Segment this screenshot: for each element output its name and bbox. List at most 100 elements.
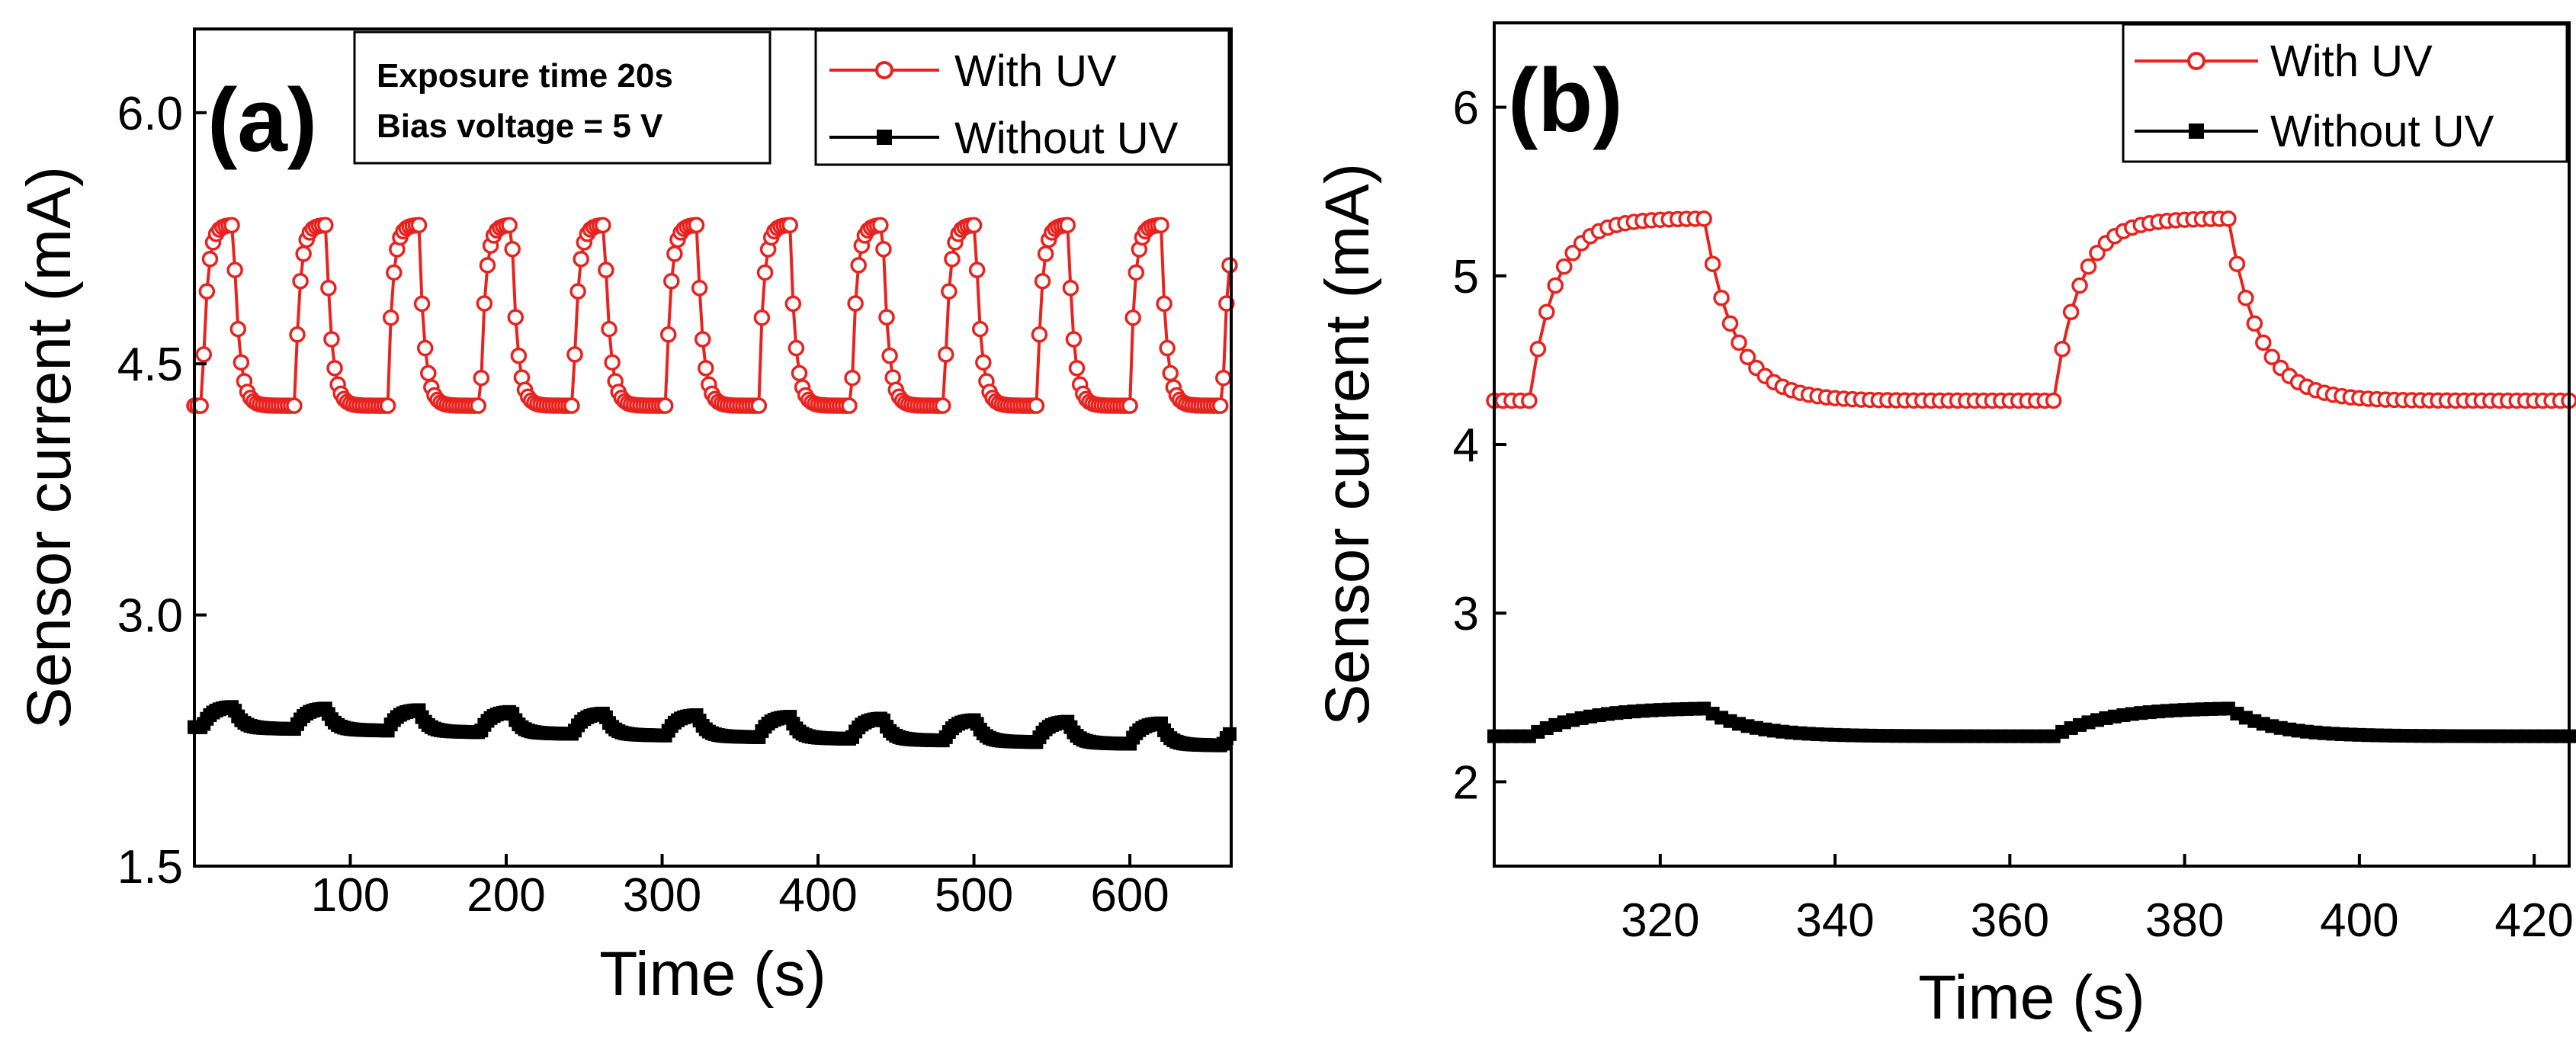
panel-b-with-uv-point (1739, 348, 1756, 366)
panel-a-with-uv-point (198, 283, 216, 300)
panel-a-with-uv-point (975, 354, 992, 371)
panel-a-with-uv-point (965, 217, 983, 234)
panel-a-with-uv-point (694, 331, 711, 348)
panel-a-with-uv-point (226, 262, 243, 278)
panel-a-with-uv-point (753, 309, 771, 326)
panel-a-with-uv-point (510, 347, 528, 364)
panel-a-with-uv-point (968, 262, 986, 278)
panel-b-with-uv-point (2080, 258, 2097, 275)
panel-a-with-uv-point (872, 217, 889, 234)
panel-b-series-with-uv-line (1494, 217, 2569, 403)
panel-b-with-uv-point (1731, 334, 1747, 351)
panel-b-with-uv-point (2071, 277, 2088, 294)
panel-a-with-uv-point (1121, 397, 1138, 414)
panel-a-with-uv-point (1211, 397, 1229, 414)
panel-b-with-uv-point (1713, 290, 1730, 306)
panel-a-with-uv-point (223, 217, 240, 234)
panel-a-legend-without-uv-label: Without UV (954, 114, 1179, 163)
panel-a-with-uv-point (326, 360, 343, 377)
panel-a-with-uv-point (841, 397, 858, 414)
panel-a-with-uv-point (479, 257, 496, 274)
panel-a-annotation-line-1: Exposure time 20s (377, 57, 673, 95)
panel-b-y-tick-label: 2 (1453, 756, 1479, 809)
panel-b-legend-with-uv-marker (2187, 52, 2205, 70)
panel-a-with-uv-point (470, 397, 486, 414)
panel-a-with-uv-point (1062, 280, 1079, 297)
panel-b-with-uv-point (1529, 341, 1547, 358)
panel-a-tick-layer: 100 200 300 400 500 600 1.5 3.0 4.5 6.0 (117, 88, 1169, 922)
panel-b-with-uv-point (1547, 277, 1564, 294)
panel-a-series-layer (186, 217, 1238, 753)
panel-a: (a) Exposure time 20s Bias voltage = 5 V… (14, 27, 1238, 1009)
panel-a-with-uv-point (289, 326, 306, 343)
panel-a-with-uv-point (791, 364, 808, 382)
panel-a-x-axis-title: Time (s) (599, 939, 826, 1009)
panel-a-with-uv-point (781, 217, 798, 233)
panel-b-with-uv-point (1721, 315, 1739, 332)
panel-a-y-tick-label: 1.5 (117, 841, 183, 894)
panel-b-label: (b) (1508, 50, 1623, 151)
panel-a-with-uv-point (295, 245, 312, 262)
panel-a-without-uv-point (1222, 727, 1237, 741)
panel-a-x-tick-label: 100 (311, 869, 390, 922)
panel-b-with-uv-point (2255, 334, 2272, 351)
panel-a-with-uv-point (844, 369, 861, 387)
panel-a-with-uv-point (666, 245, 683, 262)
panel-b-x-tick-label: 420 (2494, 894, 2573, 947)
panel-a-legend-with-uv-marker (875, 61, 893, 79)
panel-a-x-tick-label: 600 (1090, 869, 1169, 922)
panel-a-with-uv-point (1059, 217, 1076, 234)
panel-a-legend-with-uv-label: With UV (954, 47, 1117, 96)
panel-b-with-uv-point (2220, 210, 2237, 227)
panel-a-with-uv-point (944, 250, 961, 268)
panel-a-with-uv-point (416, 339, 434, 357)
panel-a-with-uv-point (847, 295, 864, 312)
panel-a-with-uv-point (286, 397, 303, 414)
panel-a-with-uv-point (1153, 217, 1169, 233)
panel-a-with-uv-point (504, 241, 521, 258)
panel-a-with-uv-point (1221, 257, 1238, 274)
panel-a-with-uv-point (881, 347, 898, 364)
panel-b-with-uv-point (2045, 392, 2062, 409)
panel-a-y-axis-title: Sensor current (mA) (14, 166, 84, 729)
panel-a-legend: With UV Without UV (814, 29, 1230, 166)
panel-b: (b) 320 340 360 380 400 420 2 3 4 5 6 Time (s) Sen… (1313, 21, 2576, 1032)
panel-b-y-tick-label: 4 (1453, 419, 1479, 472)
panel-a-with-uv-point (850, 257, 867, 274)
panel-b-x-tick-label: 320 (1621, 894, 1699, 947)
panel-a-x-tick-label: 400 (778, 869, 857, 922)
panel-a-with-uv-point (934, 397, 951, 414)
panel-a-with-uv-point (233, 354, 250, 371)
panel-a-with-uv-point (195, 346, 213, 363)
panel-a-with-uv-point (566, 346, 583, 363)
panel-a-with-uv-point (604, 354, 621, 371)
panel-a-with-uv-point (201, 250, 219, 268)
panel-b-legend: With UV Without UV (2122, 23, 2568, 163)
panel-a-with-uv-point (1124, 309, 1141, 326)
panel-a-with-uv-point (698, 360, 714, 377)
panel-a-with-uv-point (569, 283, 586, 300)
panel-a-with-uv-point (229, 320, 247, 338)
panel-a-with-uv-point (501, 217, 518, 234)
panel-a-with-uv-point (473, 369, 490, 387)
panel-b-with-uv-point (2054, 341, 2071, 358)
panel-a-with-uv-point (320, 280, 337, 297)
panel-a-with-uv-point (1159, 339, 1176, 357)
panel-a-with-uv-point (601, 320, 618, 338)
panel-b-x-axis-title: Time (s) (1918, 963, 2145, 1032)
panel-a-with-uv-point (1068, 360, 1086, 377)
panel-a-with-uv-point (292, 273, 309, 290)
panel-a-with-uv-point (756, 264, 774, 281)
panel-a-with-uv-point (878, 309, 895, 326)
panel-a-y-tick-label: 6.0 (117, 88, 183, 140)
panel-a-with-uv-point (379, 397, 396, 414)
panel-b-plot-frame (1493, 21, 2571, 868)
panel-a-annotation-line-2: Bias voltage = 5 V (377, 108, 663, 145)
panel-a-with-uv-point (788, 339, 805, 357)
panel-a-label: (a) (207, 70, 317, 171)
panel-a-with-uv-point (410, 217, 428, 233)
panel-a-with-uv-point (595, 217, 611, 234)
panel-b-with-uv-point (1704, 255, 1721, 272)
panel-a-with-uv-point (413, 295, 431, 313)
